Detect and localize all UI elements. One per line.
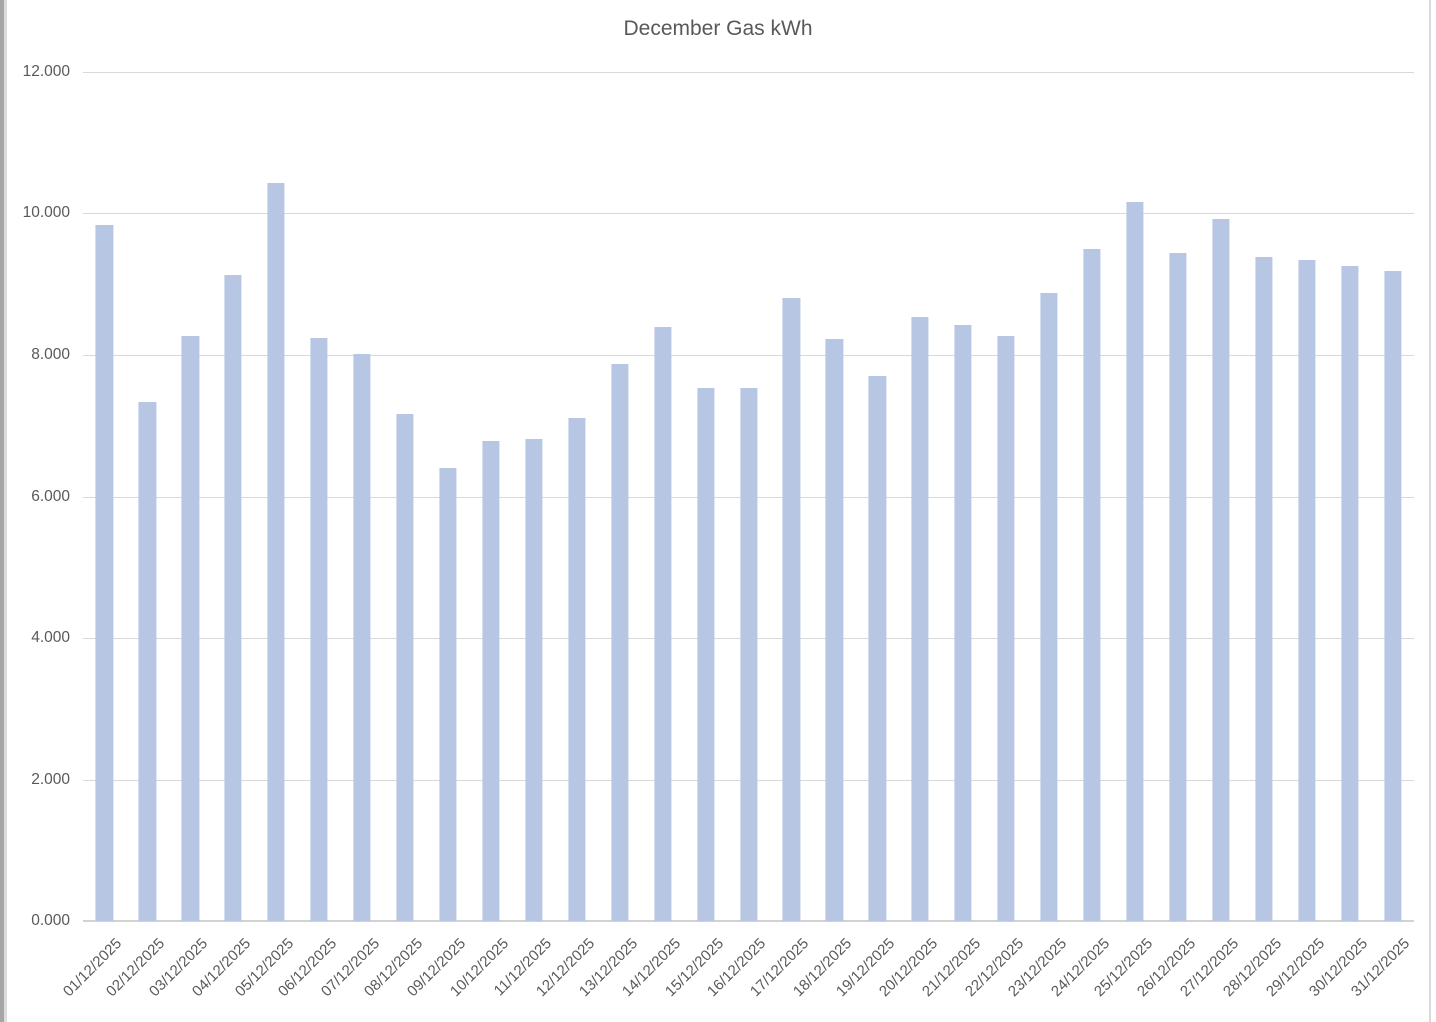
- plot-area: [83, 72, 1414, 922]
- bar: [1040, 293, 1058, 921]
- bar: [224, 275, 242, 921]
- bar: [181, 335, 199, 921]
- bar-slot: [1071, 72, 1114, 921]
- bar: [1083, 248, 1101, 921]
- bar-slot: [469, 72, 512, 921]
- bar: [825, 339, 843, 921]
- bar: [1384, 270, 1402, 921]
- bar: [611, 364, 629, 921]
- bar-slot: [427, 72, 470, 921]
- y-axis-tick-label: 6.000: [31, 487, 70, 505]
- bar-slot: [1156, 72, 1199, 921]
- bar-slot: [1328, 72, 1371, 921]
- bar: [138, 401, 156, 921]
- bar-slot: [126, 72, 169, 921]
- bar-slot: [1199, 72, 1242, 921]
- window-left-edge-inner: [4, 0, 7, 1022]
- bar: [1169, 253, 1187, 921]
- bar-slot: [1242, 72, 1285, 921]
- chart-title: December Gas kWh: [623, 17, 813, 40]
- bar: [1255, 257, 1273, 921]
- bar: [482, 441, 500, 921]
- window-right-border: [1429, 0, 1431, 1022]
- x-axis-line: [83, 920, 1414, 922]
- y-axis-tick-label: 2.000: [31, 770, 70, 788]
- bar-slot: [255, 72, 298, 921]
- y-axis-tick-label: 8.000: [31, 345, 70, 363]
- bar-slot: [169, 72, 212, 921]
- bar: [439, 468, 457, 921]
- bar: [267, 183, 285, 921]
- bar-slot: [384, 72, 427, 921]
- bar: [697, 388, 715, 921]
- bar: [954, 324, 972, 921]
- bar-slot: [684, 72, 727, 921]
- bar: [310, 338, 328, 921]
- bar-slot: [1285, 72, 1328, 921]
- bar-slot: [899, 72, 942, 921]
- bar: [868, 375, 886, 921]
- bar-slot: [770, 72, 813, 921]
- y-axis-tick-label: 10.000: [22, 204, 70, 222]
- bar-slot: [341, 72, 384, 921]
- bar-slot: [1371, 72, 1414, 921]
- bar: [396, 413, 414, 921]
- bar-slot: [83, 72, 126, 921]
- bar: [1298, 260, 1316, 921]
- bar: [95, 224, 114, 921]
- bar-slot: [813, 72, 856, 921]
- bar: [1126, 202, 1144, 921]
- bar-slot: [598, 72, 641, 921]
- bar: [568, 417, 586, 921]
- window-left-edge: [0, 0, 4, 1022]
- y-axis-tick-label: 4.000: [31, 628, 70, 646]
- bar: [353, 353, 371, 921]
- bar-slot: [942, 72, 985, 921]
- gridline: [83, 354, 1414, 356]
- bar-series: [83, 72, 1414, 921]
- bar: [525, 439, 543, 921]
- bar-slot: [1114, 72, 1157, 921]
- bar-slot: [298, 72, 341, 921]
- bar-slot: [555, 72, 598, 921]
- bar-slot: [512, 72, 555, 921]
- bar: [654, 327, 672, 921]
- bar: [997, 335, 1015, 921]
- y-axis-tick-label: 0.000: [31, 912, 70, 929]
- bar: [782, 298, 801, 921]
- bar-slot: [856, 72, 899, 921]
- bar-slot: [727, 72, 770, 921]
- x-axis-labels: 01/12/2025 02/12/2025 03/12/2025 04/12/2025…: [60, 931, 1414, 1022]
- bar: [739, 388, 758, 921]
- gridline: [83, 72, 1414, 73]
- bar: [1341, 265, 1359, 921]
- y-axis-labels: 0.000 2.000 4.000 6.000 8.000 10.000 12.000: [0, 63, 70, 929]
- bar: [1212, 219, 1230, 921]
- gridline: [83, 213, 1414, 215]
- y-axis-tick-label: 12.000: [22, 63, 70, 80]
- bar-slot: [641, 72, 684, 921]
- bar-slot: [985, 72, 1028, 921]
- bar: [911, 316, 929, 921]
- bar-slot: [212, 72, 255, 921]
- bar-slot: [1028, 72, 1071, 921]
